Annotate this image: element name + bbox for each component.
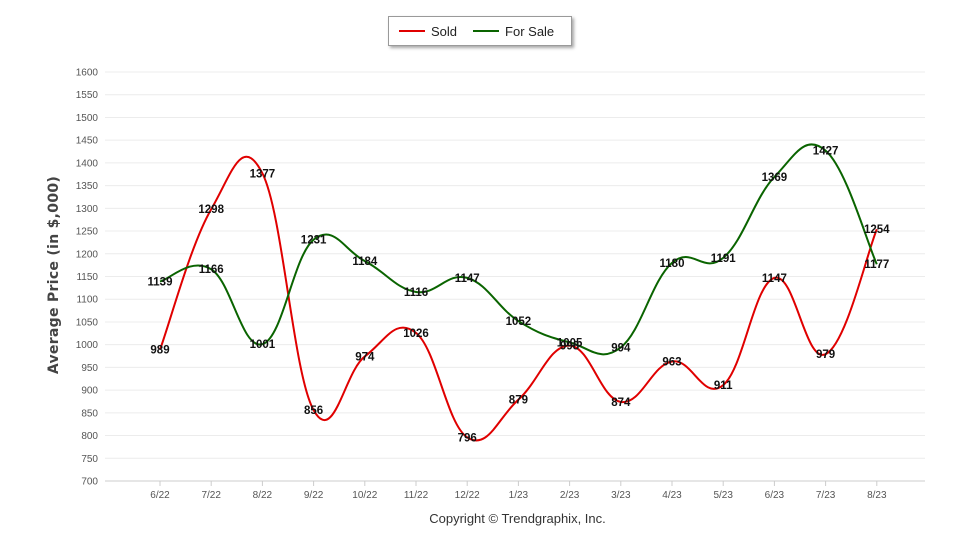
data-label-sold: 796	[458, 432, 477, 444]
data-label-sold: 1298	[198, 204, 224, 216]
x-tick-label: 4/23	[662, 490, 682, 501]
series-line-for-sale	[159, 143, 878, 356]
y-tick-label: 1500	[76, 113, 99, 124]
data-labels: 989 1298 1377 856 974 1026 796 879 998 874 963 911 1…	[148, 146, 891, 445]
data-label-for-sale: 1180	[660, 258, 685, 270]
data-label-sold: 1377	[250, 168, 276, 180]
data-label-sold: 879	[509, 395, 528, 407]
copyright-footer: Copyright © Trendgraphix, Inc.	[429, 511, 606, 526]
y-tick-label: 1100	[76, 295, 98, 306]
data-label-sold: 1147	[762, 273, 787, 285]
y-tick-label: 1150	[76, 272, 98, 283]
y-tick-label: 750	[81, 454, 98, 465]
legend-item-sold[interactable]: Sold	[399, 24, 457, 39]
data-label-sold: 979	[816, 349, 835, 361]
data-label-sold: 911	[714, 380, 733, 392]
y-tick-label: 900	[81, 386, 98, 397]
x-tick-label: 7/22	[201, 490, 221, 501]
data-label-for-sale: 1184	[352, 256, 378, 268]
legend-swatch-sold	[399, 30, 425, 32]
data-label-for-sale: 1139	[148, 276, 173, 288]
x-tick-label: 5/23	[713, 490, 733, 501]
series-lines	[159, 143, 878, 442]
x-tick-label: 8/22	[253, 490, 273, 501]
x-tick-label: 1/23	[509, 490, 529, 501]
data-label-for-sale: 1231	[301, 235, 327, 247]
data-label-for-sale: 1052	[506, 316, 532, 328]
y-tick-label: 800	[81, 431, 98, 442]
data-label-for-sale: 1177	[864, 259, 889, 271]
y-tick-label: 1200	[76, 249, 99, 260]
x-tick-label: 6/22	[150, 490, 170, 501]
data-label-for-sale: 1147	[455, 273, 480, 285]
x-tick-label: 2/23	[560, 490, 580, 501]
data-label-for-sale: 1369	[762, 172, 788, 184]
x-axis: 6/22 7/22 8/22 9/22 10/22 11/22 12/22 1/23 2/23 3…	[150, 481, 887, 501]
data-label-for-sale: 994	[611, 342, 631, 354]
y-axis: 700 750 800 850 900 950 1000 1050 1100 1150 1200 12…	[76, 68, 99, 488]
x-tick-label: 11/22	[404, 490, 429, 501]
data-label-for-sale: 1116	[404, 287, 428, 299]
legend-item-for-sale[interactable]: For Sale	[473, 24, 554, 39]
data-label-sold: 1026	[403, 328, 429, 340]
x-tick-label: 6/23	[765, 490, 785, 501]
x-tick-label: 12/22	[455, 490, 480, 501]
data-label-sold: 1254	[864, 224, 890, 236]
data-label-sold: 874	[611, 397, 631, 409]
y-axis-title: Average Price (in $,000)	[46, 175, 62, 375]
y-tick-label: 1000	[76, 340, 99, 351]
y-tick-label: 1450	[76, 136, 99, 147]
y-tick-label: 850	[81, 408, 98, 419]
y-tick-label: 1400	[76, 158, 99, 169]
grid-lines	[105, 71, 925, 482]
y-tick-label: 1050	[76, 317, 99, 328]
data-label-for-sale: 1166	[199, 264, 224, 276]
x-tick-label: 3/23	[611, 490, 631, 501]
data-label-sold: 963	[662, 356, 681, 368]
y-tick-label: 1350	[76, 181, 99, 192]
data-label-for-sale: 1001	[250, 339, 276, 351]
data-label-for-sale: 1427	[813, 146, 839, 158]
y-tick-label: 1550	[76, 90, 99, 101]
legend-label-sold: Sold	[431, 23, 458, 39]
data-label-sold: 856	[304, 405, 323, 417]
series-line-sold	[159, 155, 878, 442]
legend: Sold For Sale	[388, 16, 572, 46]
x-tick-label: 8/23	[867, 490, 887, 501]
data-label-sold: 974	[355, 351, 375, 363]
y-tick-label: 700	[81, 477, 98, 488]
y-tick-label: 1600	[76, 68, 99, 79]
x-tick-label: 10/22	[352, 490, 377, 501]
legend-label-for-sale: For Sale	[505, 23, 555, 39]
data-label-sold: 989	[150, 345, 169, 357]
y-tick-label: 950	[81, 363, 98, 374]
x-tick-label: 7/23	[816, 490, 836, 501]
y-tick-label: 1300	[76, 204, 99, 215]
data-label-for-sale: 1005	[557, 337, 583, 349]
y-tick-label: 1250	[76, 227, 99, 238]
x-tick-label: 9/22	[304, 490, 324, 501]
legend-swatch-for-sale	[473, 30, 500, 32]
data-label-sold: 998	[560, 341, 580, 353]
data-label-for-sale: 1191	[711, 253, 737, 265]
